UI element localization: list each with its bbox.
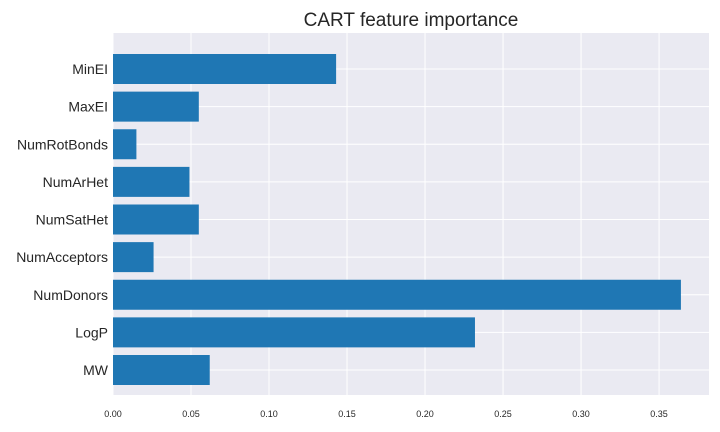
- y-tick-label: MW: [83, 362, 109, 378]
- bar-numacceptors: [113, 242, 154, 273]
- bar-numarhet: [113, 166, 190, 197]
- bar-numrotbonds: [113, 129, 137, 160]
- bar-numdonors: [113, 279, 681, 310]
- x-tick-label: 0.05: [182, 409, 200, 419]
- y-tick-label: MaxEI: [68, 99, 108, 115]
- x-tick-label: 0.15: [338, 409, 356, 419]
- y-tick-label: NumAcceptors: [16, 249, 108, 265]
- bar-maxei: [113, 91, 199, 122]
- y-tick-label: NumSatHet: [36, 212, 108, 228]
- x-tick-label: 0.10: [260, 409, 278, 419]
- y-tick-label: NumArHet: [43, 174, 108, 190]
- bar-minei: [113, 54, 337, 84]
- y-tick-label: NumRotBonds: [17, 136, 108, 152]
- x-tick-labels: 0.00 0.05 0.10 0.15 0.20 0.25 0.30 0.35: [104, 409, 668, 419]
- x-tick-label: 0.00: [104, 409, 122, 419]
- x-tick-label: 0.20: [416, 409, 434, 419]
- y-tick-label: NumDonors: [33, 287, 108, 303]
- bar-mw: [113, 355, 210, 385]
- x-tick-label: 0.35: [650, 409, 668, 419]
- y-tick-label: LogP: [75, 324, 108, 340]
- x-tick-label: 0.30: [572, 409, 590, 419]
- y-tick-labels: MW LogP NumDonors NumAcceptors NumSatHet NumA…: [16, 61, 109, 378]
- bar-numsathet: [113, 204, 199, 235]
- y-tick-label: MinEI: [72, 61, 108, 77]
- chart-title: CART feature importance: [304, 10, 519, 31]
- bar-logp: [113, 317, 475, 348]
- x-tick-label: 0.25: [494, 409, 512, 419]
- bars: [113, 54, 681, 385]
